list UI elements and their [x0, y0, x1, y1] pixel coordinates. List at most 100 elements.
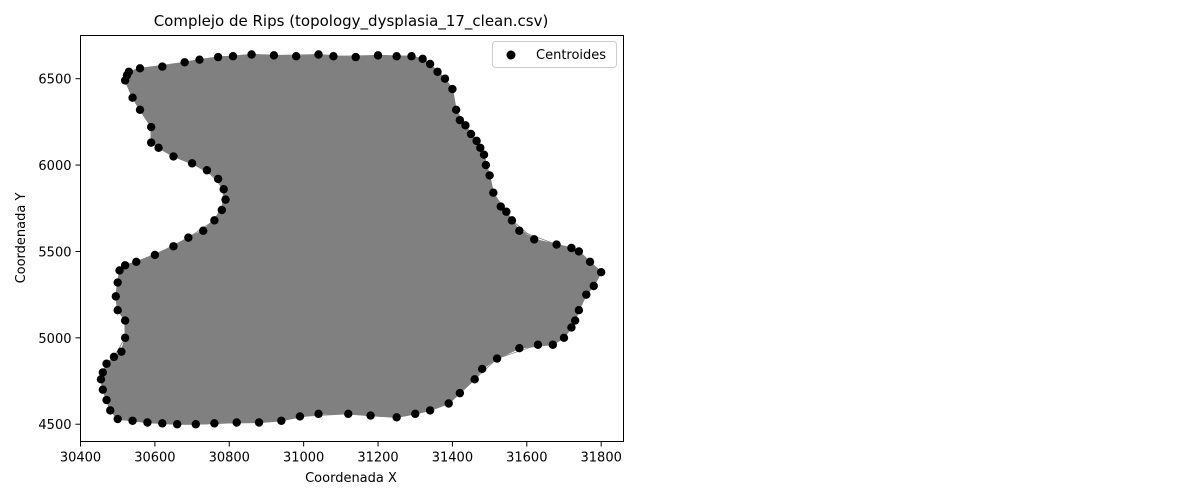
centroid-point	[455, 115, 465, 125]
x-tick-label: 31000	[283, 451, 324, 466]
rips-edge	[117, 261, 137, 283]
centroid-point	[128, 93, 137, 102]
centroid-point	[98, 368, 108, 377]
rips-edge	[370, 413, 416, 416]
centroid-point	[269, 51, 279, 60]
centroid-point	[574, 247, 584, 256]
x-tick-label: 31800	[581, 451, 622, 466]
centroid-point	[98, 385, 108, 394]
rips-edge	[102, 351, 122, 373]
centroid-point	[169, 242, 178, 251]
centroid-point	[102, 359, 111, 368]
centroid-point	[582, 290, 591, 299]
centroid-point	[295, 412, 305, 421]
y-tick-label: 6500	[38, 73, 71, 88]
centroid-point	[314, 50, 323, 59]
y-tick-label: 6000	[38, 159, 71, 174]
centroid-point	[135, 64, 145, 73]
centroid-point	[351, 52, 360, 62]
x-axis-ticks: 30400 30600 30800 31000 31200 31400 31600 31800	[60, 441, 622, 466]
centroid-point	[492, 354, 502, 363]
centroid-point	[477, 364, 487, 374]
centroid-point	[202, 166, 212, 175]
centroid-point	[552, 240, 561, 249]
centroid-point	[407, 52, 416, 61]
centroid-point	[440, 74, 450, 83]
centroid-point	[172, 420, 182, 429]
centroid-point	[448, 84, 457, 94]
centroid-point	[496, 202, 505, 211]
rips-edge	[396, 55, 431, 65]
centroid-point	[106, 406, 115, 415]
plot-frame	[80, 35, 624, 442]
centroid-point	[154, 143, 163, 152]
centroid-point	[589, 281, 598, 291]
x-tick-label: 30800	[209, 451, 250, 466]
centroid-point	[392, 52, 401, 61]
x-tick-label: 30600	[134, 451, 175, 466]
centroid-point	[470, 375, 479, 384]
rips-edge	[556, 244, 591, 263]
centroid-point	[143, 418, 152, 427]
centroid-point	[254, 418, 264, 427]
centroid-point	[433, 67, 442, 76]
centroid-point	[146, 138, 156, 147]
centroid-point	[247, 50, 256, 59]
centroid-point	[169, 152, 178, 161]
centroid-point	[180, 58, 189, 67]
centroid-point	[455, 388, 465, 398]
centroid-point	[418, 54, 427, 64]
centroid-point	[184, 233, 193, 242]
centroid-point	[219, 185, 228, 194]
centroid-point	[507, 216, 517, 225]
rips-edge	[126, 66, 163, 76]
rips-edge	[124, 66, 163, 81]
y-axis-label: Coordenada Y	[14, 193, 29, 284]
y-axis-ticks: 4500 5000 5500 6000 6500	[38, 73, 81, 433]
centroid-point	[329, 52, 338, 61]
centroid-point	[515, 344, 524, 353]
centroid-point	[567, 243, 576, 253]
centroid-point	[530, 235, 539, 244]
centroid-point	[425, 59, 435, 69]
centroid-point	[199, 226, 208, 235]
y-tick-label: 4500	[38, 418, 71, 433]
x-tick-label: 30400	[60, 451, 101, 466]
centroid-point	[210, 216, 219, 225]
centroid-point	[277, 416, 286, 425]
centroid-point	[596, 267, 606, 277]
centroid-point	[425, 406, 435, 415]
rips-edge	[537, 327, 572, 346]
legend-label-centroides: Centroides	[536, 48, 606, 63]
centroid-point	[489, 188, 498, 197]
legend: Centroides	[492, 41, 617, 68]
centroid-point	[191, 420, 200, 429]
centroid-point	[213, 52, 223, 62]
x-tick-label: 31600	[506, 451, 547, 466]
centroid-point	[451, 105, 461, 114]
centroid-point	[96, 375, 106, 384]
centroid-point	[128, 416, 137, 425]
centroid-point	[117, 347, 126, 356]
centroid-point	[120, 261, 130, 270]
centroid-point	[392, 413, 401, 422]
centroid-point	[567, 323, 576, 332]
centroid-point	[195, 55, 204, 64]
centroid-point	[102, 395, 111, 405]
centroid-point	[135, 105, 145, 114]
centroid-point	[344, 409, 353, 419]
y-tick-label: 5500	[38, 245, 71, 260]
centroid-point	[150, 250, 160, 260]
y-tick-label: 5000	[38, 332, 71, 347]
centroid-point	[292, 52, 301, 61]
x-tick-label: 31200	[357, 451, 398, 466]
legend-marker	[506, 50, 516, 60]
centroid-point	[210, 419, 219, 428]
centroid-point	[373, 51, 383, 60]
chart-title: Complejo de Rips (topology_dysplasia_17_…	[154, 12, 549, 31]
centroid-point	[485, 171, 494, 180]
centroid-point	[479, 150, 489, 159]
centroid-point	[122, 71, 132, 80]
centroid-point	[570, 316, 580, 325]
